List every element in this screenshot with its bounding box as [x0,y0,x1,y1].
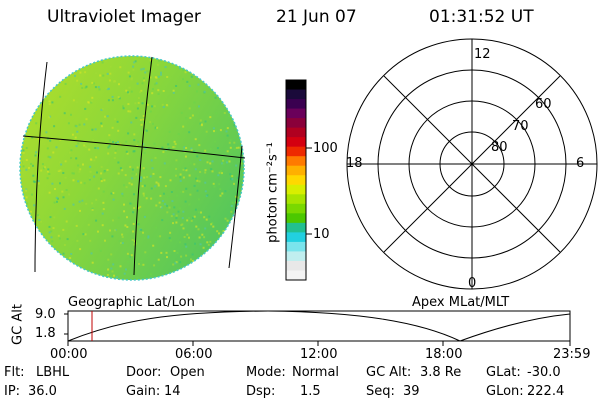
info-mode-value: Normal [292,365,340,380]
colorbar-segment [286,222,306,233]
info-gain-label: Gain: [126,384,161,399]
info-glon-label: GLon: [486,384,524,399]
info-gcalt-value: 3.8 Re [420,365,462,380]
lat-label-80: 80 [491,140,508,155]
earth-disk-image [19,55,245,281]
mlt-label-6: 6 [576,156,585,171]
colorbar-segment [286,251,306,262]
info-door-label: Door: [126,365,162,380]
info-mode-label: Mode: [246,365,286,380]
info-door-value: Open [170,365,205,380]
colorbar-segment [286,213,306,224]
timeline-x-tick: 06:00 [175,347,213,362]
colorbar-tick-10: 10 [313,227,330,242]
colorbar-segment [286,241,306,252]
timeline-x-tick: 23:59 [553,347,591,362]
instrument-title: Ultraviolet Imager [47,7,201,27]
colorbar-segment [286,99,306,110]
info-glat-value: -30.0 [527,365,561,380]
colorbar-segment [286,156,306,167]
info-flt-label: Flt: [4,365,25,380]
colorbar-segment [286,137,306,148]
geographic-grid [22,56,246,276]
info-glat-label: GLat: [486,365,521,380]
lat-label-60: 60 [535,97,552,112]
observation-date: 21 Jun 07 [276,7,357,27]
colorbar-segment [286,89,306,100]
colorbar-segment [286,184,306,195]
colorbar-segment [286,146,306,157]
info-gcalt-label: GC Alt: [366,365,412,380]
info-seq-value: 39 [403,384,420,399]
colorbar-segment [286,80,306,91]
observation-time: 01:31:52 UT [429,7,534,27]
info-dsp-label: Dsp: [246,384,276,399]
colorbar-segment [286,108,306,119]
timeline-axis-label: GC Alt [10,304,26,345]
colorbar-unit-label: photon cm⁻²s⁻¹ [265,142,281,243]
colorbar-segment [286,260,306,271]
colorbar-segment [286,270,306,281]
info-gain-value: 14 [164,384,181,399]
info-flt-value: LBHL [36,365,70,380]
colorbar [285,79,312,281]
info-glon-value: 222.4 [527,384,565,399]
colorbar-tick-100: 100 [313,141,338,156]
colorbar-segment [286,232,306,243]
info-ip-label: IP: [4,384,21,399]
colorbar-segment [286,194,306,205]
info-ip-value: 36.0 [28,384,57,399]
mlt-label-18: 18 [346,156,363,171]
info-seq-label: Seq: [366,384,395,399]
timeline-x-tick: 18:00 [425,347,463,362]
lat-label-70: 70 [512,119,529,134]
mlt-label-12: 12 [474,47,491,62]
colorbar-segment [286,118,306,129]
timeline-y-tick-bottom: 1.8 [35,326,56,341]
colorbar-segment [286,175,306,186]
timeline-x-tick: 00:00 [50,347,88,362]
polar-plot [346,38,598,290]
timeline-left-label: Geographic Lat/Lon [68,295,195,310]
colorbar-segment [286,165,306,176]
colorbar-segment [286,127,306,138]
timeline-x-tick: 12:00 [300,347,338,362]
timeline-right-label: Apex MLat/MLT [412,295,510,310]
timeline-plot [64,310,571,346]
info-dsp-value: 1.5 [300,384,321,399]
timeline-y-tick-top: 9.0 [35,307,56,322]
mlt-label-0: 0 [468,276,477,291]
colorbar-segment [286,203,306,214]
